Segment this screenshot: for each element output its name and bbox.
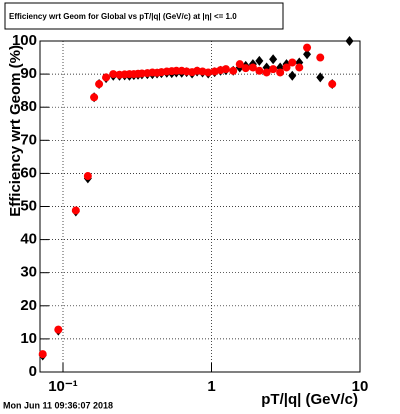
data-point	[303, 49, 312, 60]
data-point	[235, 60, 244, 69]
data-point	[276, 68, 285, 77]
data-point	[262, 68, 271, 77]
title-box	[4, 2, 284, 30]
data-point	[255, 55, 264, 66]
y-tick-label: 60	[20, 164, 37, 181]
chart-title: Efficiency wrt Geom for Global vs pT/|q|…	[9, 12, 237, 21]
data-point	[282, 63, 291, 72]
y-tick-label: 100	[12, 32, 37, 49]
data-point	[316, 53, 325, 62]
data-point	[345, 36, 354, 46]
timestamp: Mon Jun 11 09:36:07 2018	[3, 400, 113, 410]
data-point	[288, 58, 297, 67]
y-tick-label: 0	[29, 363, 37, 380]
plot-area: 0 10 20 30 40 50 60 70 80 90 100 10⁻¹ 1 10	[12, 32, 368, 395]
y-tick-label: 50	[20, 197, 37, 214]
data-point	[102, 73, 111, 82]
y-tick-label: 30	[20, 264, 37, 281]
x-tick-label: 10	[352, 378, 369, 395]
data-point	[295, 63, 304, 72]
y-tick-label: 40	[20, 231, 37, 248]
x-axis-label: pT/|q| (GeV/c)	[261, 391, 358, 408]
data-point	[248, 63, 257, 72]
y-tick-label: 10	[20, 330, 37, 347]
y-tick-label: 20	[20, 297, 37, 314]
data-point	[241, 64, 250, 73]
data-point	[269, 65, 278, 74]
data-point	[54, 325, 63, 334]
data-point	[303, 43, 312, 52]
data-point	[221, 65, 230, 74]
y-axis-label: Efficiency wrt Geom (%)	[7, 45, 24, 217]
plot-border	[39, 40, 361, 373]
data-point	[204, 68, 213, 77]
data-point	[83, 172, 92, 181]
data-point	[269, 54, 278, 65]
data-point	[109, 70, 118, 79]
y-tick-label: 80	[20, 98, 37, 115]
data-point	[288, 70, 297, 81]
data-point	[38, 350, 47, 359]
data-point	[328, 80, 337, 89]
y-tick-label: 70	[20, 131, 37, 148]
x-tick-label: 1	[207, 378, 215, 395]
data-point	[71, 206, 80, 215]
x-tick-label: 10⁻¹	[48, 378, 78, 395]
data-point	[255, 66, 264, 75]
data-point	[90, 93, 99, 102]
data-point	[95, 80, 104, 89]
y-tick-label: 90	[20, 65, 37, 82]
data-point	[316, 72, 325, 83]
data-point	[229, 66, 238, 75]
